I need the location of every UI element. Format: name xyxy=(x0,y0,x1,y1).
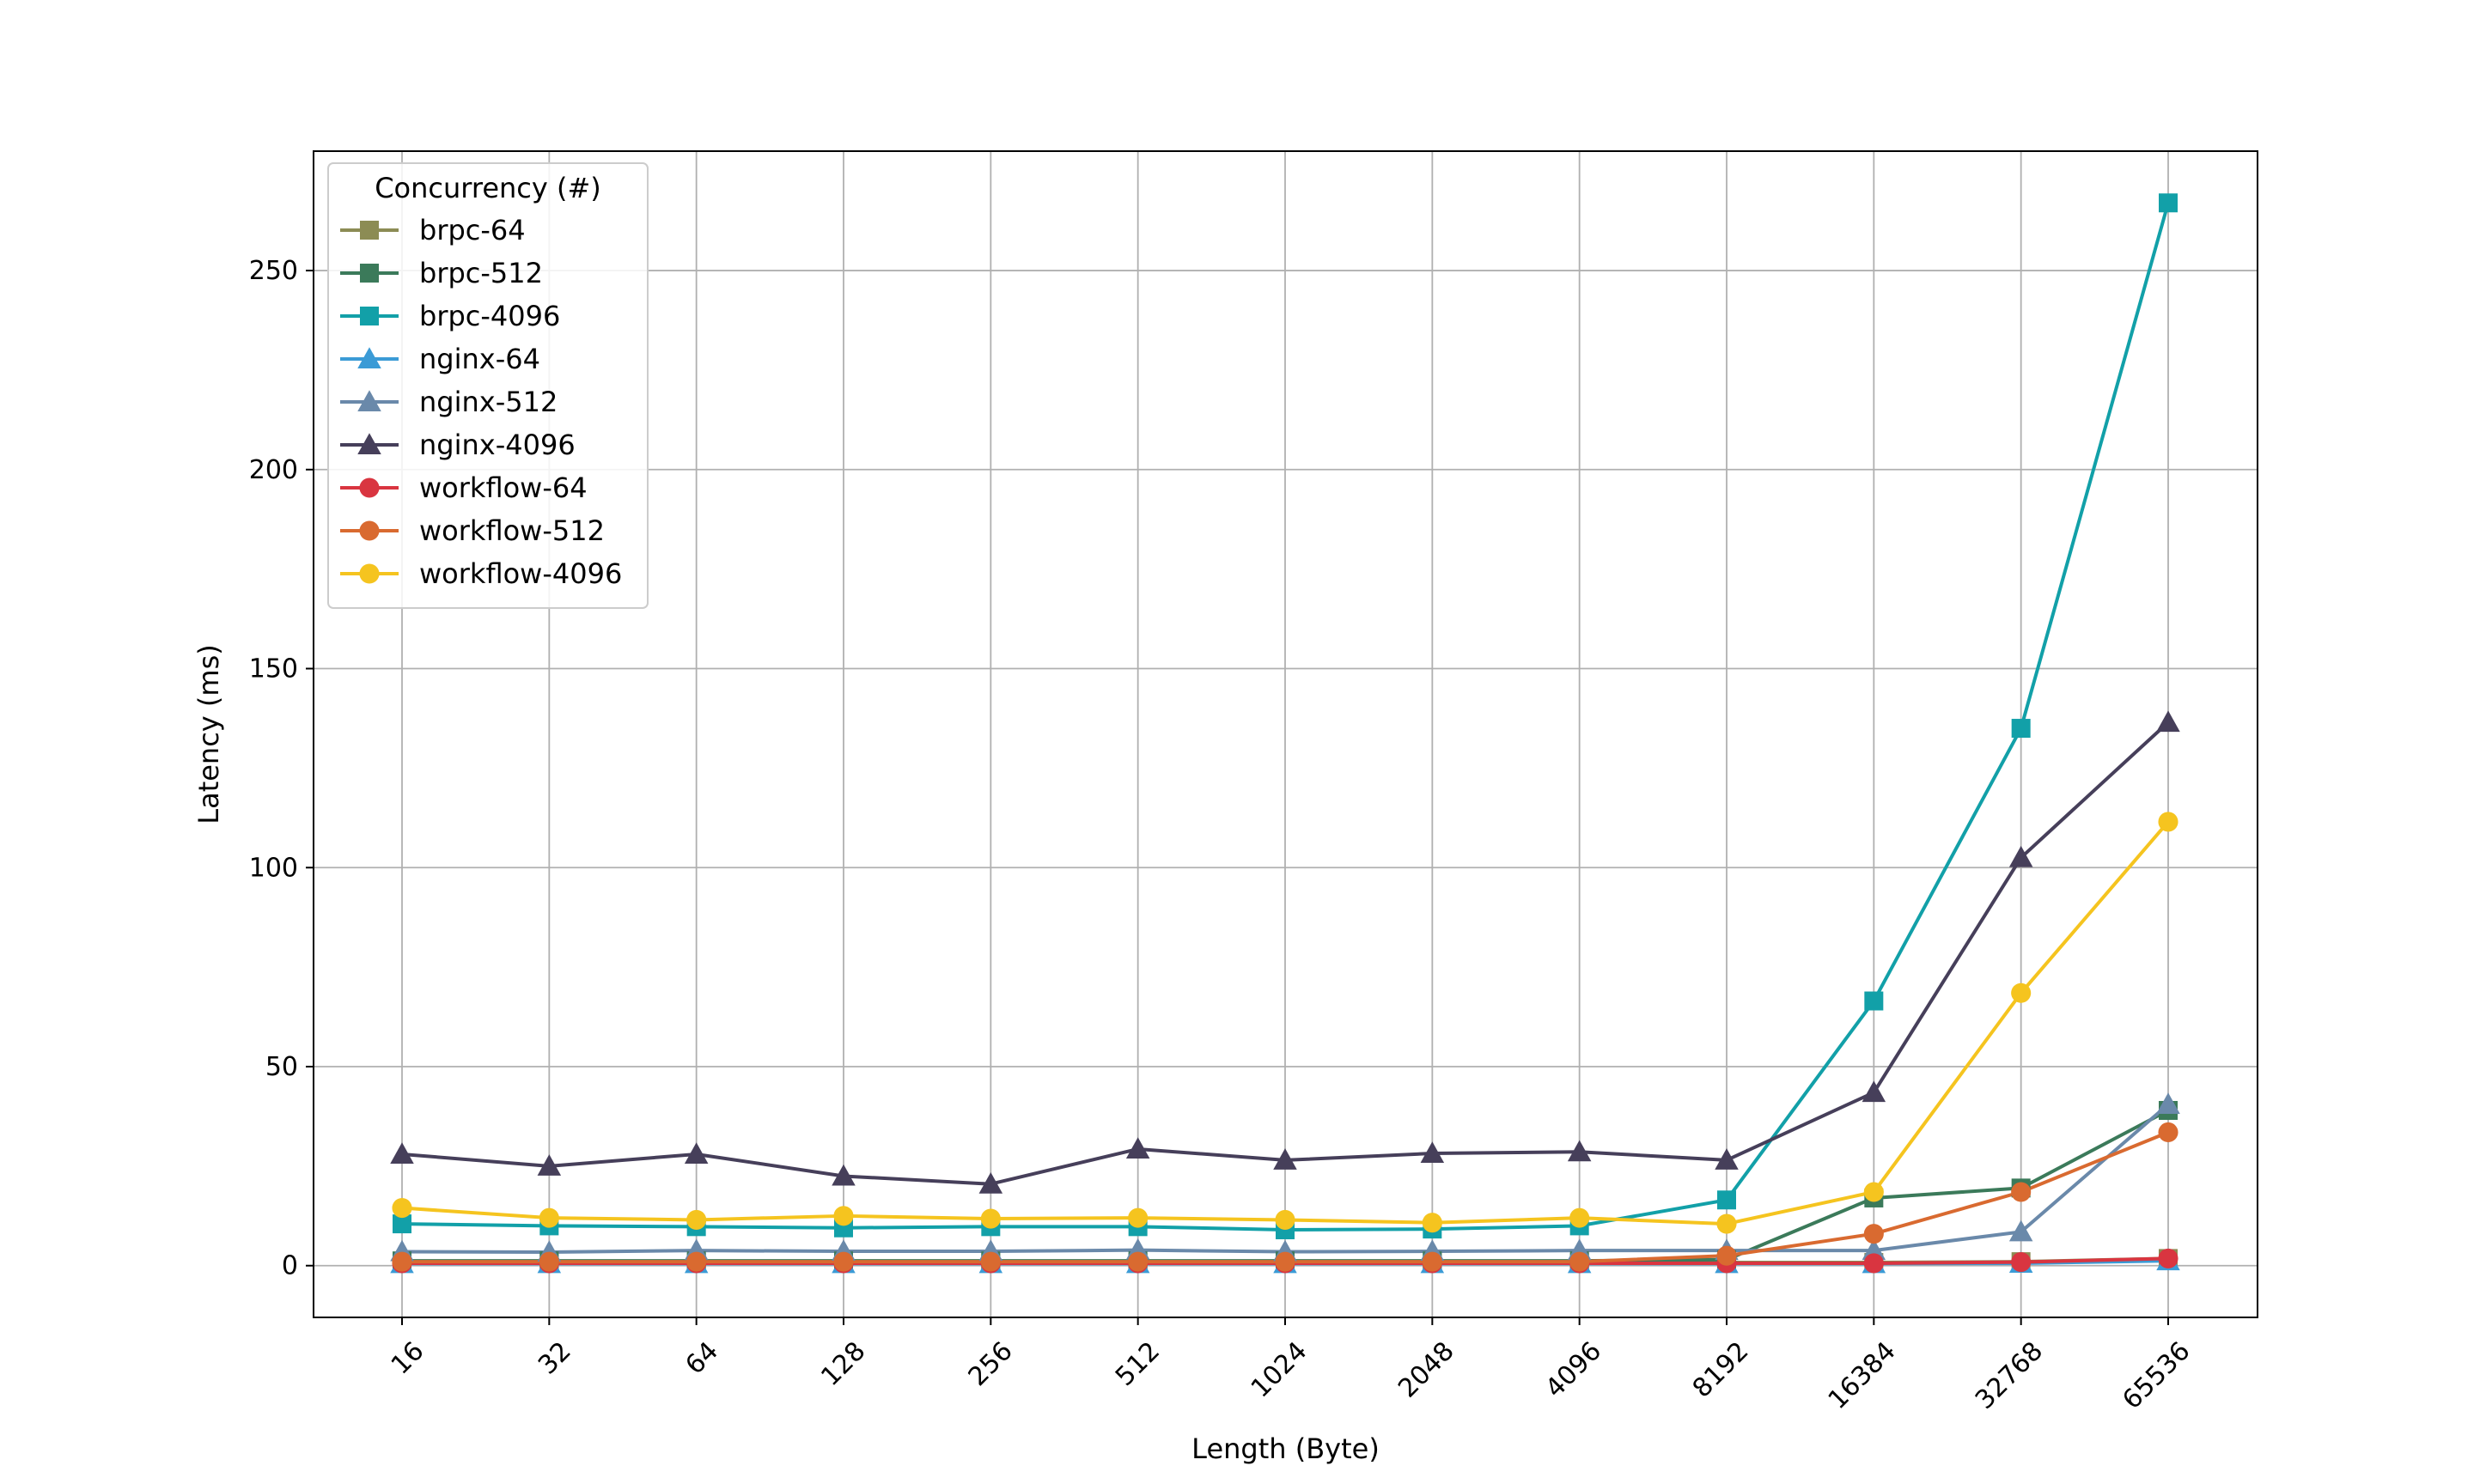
legend-item: nginx-512 xyxy=(340,386,558,418)
data-point-workflow-4096 xyxy=(1422,1213,1442,1233)
data-point-brpc-4096 xyxy=(393,1214,411,1234)
legend-box xyxy=(327,162,649,609)
data-point-workflow-4096 xyxy=(833,1206,854,1226)
data-point-brpc-4096 xyxy=(2159,193,2178,213)
y-tick-label: 0 xyxy=(282,1251,298,1281)
data-point-nginx-512 xyxy=(2008,1219,2033,1242)
data-point-nginx-4096 xyxy=(390,1142,414,1164)
legend-item: nginx-4096 xyxy=(340,429,576,461)
data-point-nginx-512 xyxy=(2156,1092,2180,1115)
data-point-brpc-4096 xyxy=(2011,719,2031,739)
data-point-nginx-4096 xyxy=(1862,1080,1886,1103)
data-point-workflow-512 xyxy=(1422,1251,1442,1272)
legend-marker xyxy=(360,264,379,283)
data-point-workflow-512 xyxy=(1275,1251,1295,1272)
data-point-workflow-512 xyxy=(833,1251,854,1272)
legend-label: workflow-4096 xyxy=(419,557,622,590)
data-point-nginx-4096 xyxy=(537,1154,562,1176)
data-point-nginx-4096 xyxy=(978,1171,1003,1194)
legend-marker xyxy=(359,477,380,498)
data-point-brpc-4096 xyxy=(1717,1190,1736,1210)
y-axis-label: Latency (ms) xyxy=(192,644,225,824)
data-point-nginx-4096 xyxy=(1273,1148,1297,1170)
data-point-nginx-4096 xyxy=(1125,1137,1150,1159)
legend-label: brpc-64 xyxy=(419,214,526,246)
data-point-workflow-512 xyxy=(1716,1245,1737,1266)
data-point-workflow-512 xyxy=(980,1251,1001,1272)
data-point-workflow-4096 xyxy=(686,1209,707,1230)
data-point-workflow-512 xyxy=(686,1251,707,1272)
data-point-nginx-4096 xyxy=(1420,1141,1445,1164)
legend-marker xyxy=(357,390,381,411)
legend-marker xyxy=(357,347,381,368)
legend-item: workflow-4096 xyxy=(340,557,622,590)
data-point-workflow-4096 xyxy=(1863,1182,1884,1202)
data-point-nginx-4096 xyxy=(1567,1140,1592,1162)
legend-marker xyxy=(357,433,381,454)
data-point-workflow-512 xyxy=(1569,1251,1590,1272)
legend-label: brpc-4096 xyxy=(419,300,560,332)
data-point-workflow-4096 xyxy=(1569,1207,1590,1228)
data-point-workflow-4096 xyxy=(2158,812,2178,832)
legend-title: Concurrency (#) xyxy=(375,172,601,204)
data-point-workflow-4096 xyxy=(1128,1207,1149,1228)
legend-item: workflow-64 xyxy=(340,471,588,504)
legend-item: brpc-64 xyxy=(340,214,526,246)
legend-marker xyxy=(359,563,380,584)
data-point-workflow-4096 xyxy=(539,1207,559,1228)
y-tick-label: 250 xyxy=(249,256,298,286)
data-point-workflow-512 xyxy=(2011,1182,2032,1202)
data-point-workflow-512 xyxy=(392,1251,412,1272)
data-point-workflow-512 xyxy=(1128,1251,1149,1272)
legend-label: nginx-64 xyxy=(419,343,540,375)
y-tick-label: 100 xyxy=(249,853,298,883)
data-point-workflow-64 xyxy=(2011,1252,2032,1273)
legend-label: workflow-512 xyxy=(419,514,605,547)
data-point-nginx-4096 xyxy=(684,1142,709,1164)
legend-marker xyxy=(360,221,379,240)
data-point-brpc-4096 xyxy=(1864,991,1884,1011)
legend-label: nginx-512 xyxy=(419,386,558,418)
data-point-workflow-64 xyxy=(1863,1253,1884,1274)
legend-item: brpc-4096 xyxy=(340,300,560,332)
x-axis-label: Length (Byte) xyxy=(1191,1432,1380,1465)
data-point-nginx-4096 xyxy=(2008,845,2033,867)
legend-marker xyxy=(360,307,379,325)
legend-item: workflow-512 xyxy=(340,514,605,547)
data-point-nginx-4096 xyxy=(2156,710,2180,733)
data-point-workflow-4096 xyxy=(980,1208,1001,1229)
data-point-workflow-512 xyxy=(2158,1122,2178,1143)
data-point-workflow-512 xyxy=(1863,1224,1884,1244)
data-point-workflow-4096 xyxy=(392,1197,412,1219)
legend-label: nginx-4096 xyxy=(419,429,576,461)
data-point-workflow-4096 xyxy=(2011,982,2032,1003)
legend-item: brpc-512 xyxy=(340,257,543,289)
y-tick-label: 200 xyxy=(249,455,298,485)
legend: Concurrency (#) brpc-64 brpc-512 brpc-4096… xyxy=(327,162,649,609)
legend-item: nginx-64 xyxy=(340,343,540,375)
legend-label: workflow-64 xyxy=(419,471,588,504)
data-point-nginx-512 xyxy=(1862,1238,1886,1261)
data-point-workflow-4096 xyxy=(1716,1213,1737,1234)
data-point-workflow-4096 xyxy=(1275,1209,1295,1230)
data-point-nginx-4096 xyxy=(1715,1148,1739,1170)
legend-label: brpc-512 xyxy=(419,257,543,289)
legend-marker xyxy=(359,520,380,541)
data-point-nginx-4096 xyxy=(832,1164,856,1186)
y-axis: 0 50 100 150 200 250 xyxy=(249,256,314,1281)
legend-items: brpc-64 brpc-512 brpc-4096 nginx-64 nginx-51… xyxy=(340,214,622,590)
y-tick-label: 150 xyxy=(249,654,298,684)
y-tick-label: 50 xyxy=(265,1052,298,1082)
series-markers xyxy=(390,193,2180,1274)
data-point-workflow-64 xyxy=(2158,1248,2178,1268)
data-point-workflow-512 xyxy=(539,1251,559,1272)
